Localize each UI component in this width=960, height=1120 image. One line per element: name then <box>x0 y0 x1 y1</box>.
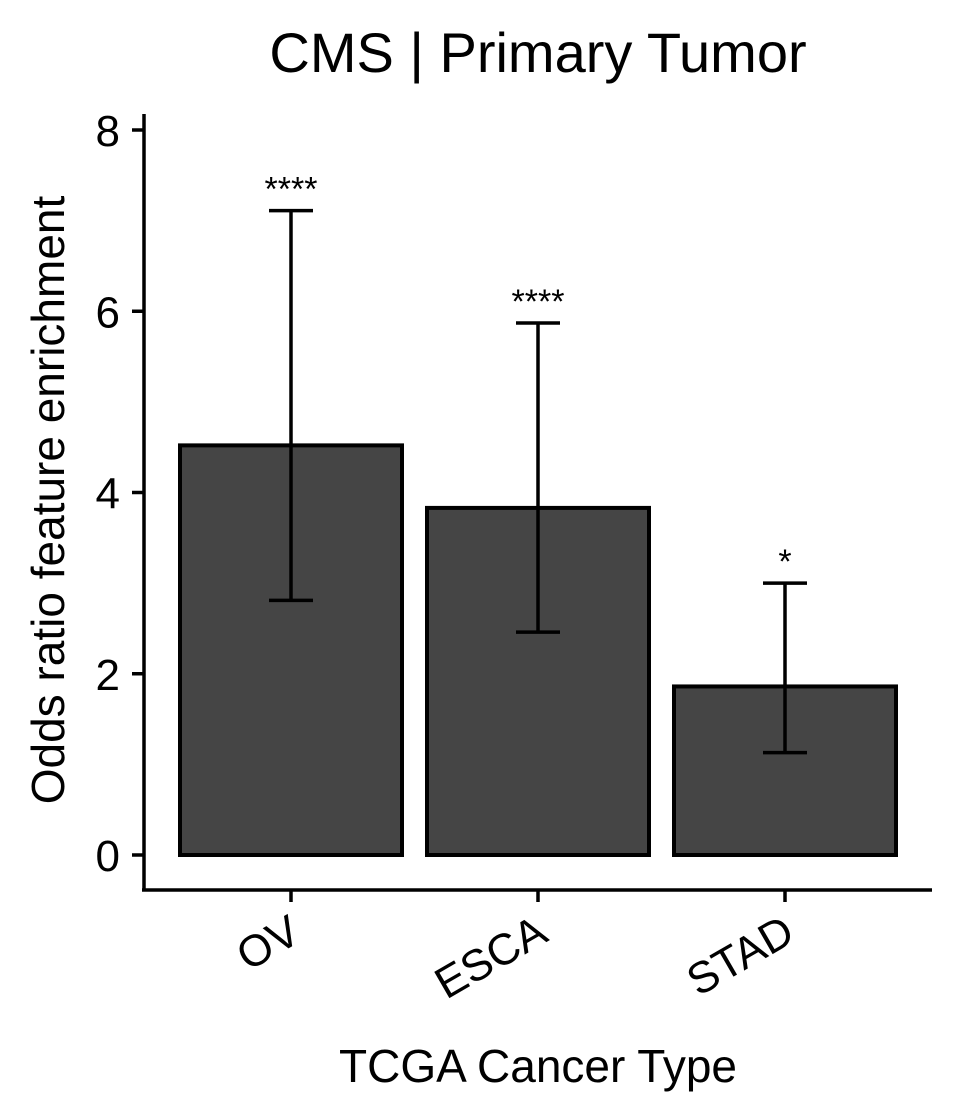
significance-label: * <box>778 543 791 581</box>
y-tick-label: 2 <box>96 651 120 700</box>
x-tick-label: STAD <box>679 906 802 1005</box>
y-tick-label: 8 <box>96 107 120 156</box>
plot-area: 0 2 4 6 8 **** OV **** ESCA * STAD <box>96 107 932 1009</box>
y-tick-label: 6 <box>96 288 120 337</box>
x-axis-label: TCGA Cancer Type <box>339 1040 737 1092</box>
chart-title: CMS | Primary Tumor <box>269 21 806 84</box>
significance-label: **** <box>512 283 565 321</box>
y-tick-label: 0 <box>96 832 120 881</box>
y-tick-label: 4 <box>96 470 120 519</box>
significance-label: **** <box>265 171 318 209</box>
x-tick-label: ESCA <box>427 906 556 1009</box>
x-tick-label: OV <box>228 906 308 981</box>
y-axis-label: Odds ratio feature enrichment <box>22 196 74 805</box>
